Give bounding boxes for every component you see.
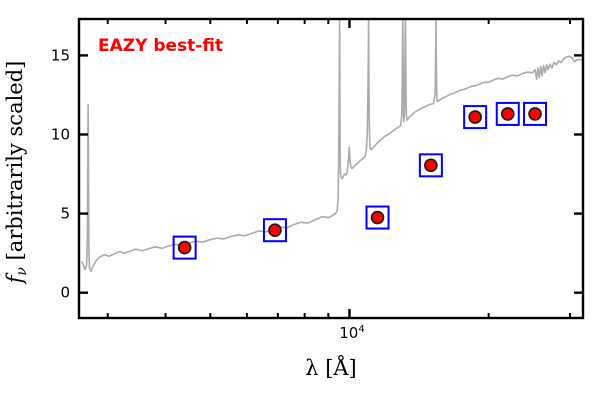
photometry-marker (528, 107, 542, 121)
y-tick-labels: 0 5 10 15 (51, 46, 70, 301)
plot-background (79, 19, 583, 318)
photometry-marker (424, 158, 438, 173)
photometry-box (495, 101, 520, 126)
x-axis-title: λ [Å] (305, 355, 357, 380)
x-tick-label-1e4: 104 (339, 324, 364, 342)
photometry-marker (500, 107, 515, 121)
y-tick-label: 10 (51, 125, 70, 143)
photometry-marker (177, 240, 192, 255)
axes-frame (77, 17, 585, 320)
photometry-marker (370, 210, 385, 225)
photometry-marker (268, 223, 282, 237)
y-tick-label: 15 (51, 46, 70, 64)
photometry-box (262, 218, 287, 243)
photometry-marker (468, 110, 482, 124)
eazy-bestfit-annotation: EAZY best-fit (98, 36, 223, 56)
photometry-box (523, 101, 548, 126)
photometry-points (172, 101, 548, 260)
photometry-box (463, 105, 488, 130)
y-tick-label: 0 (60, 284, 70, 302)
y-tick-label: 5 (60, 205, 70, 223)
photometry-box (418, 153, 443, 178)
photometry-box (365, 205, 390, 230)
axis-ticks (79, 19, 583, 318)
y-axis-title: fν [arbitrarily scaled] (3, 61, 30, 286)
photometry-box (172, 235, 197, 260)
